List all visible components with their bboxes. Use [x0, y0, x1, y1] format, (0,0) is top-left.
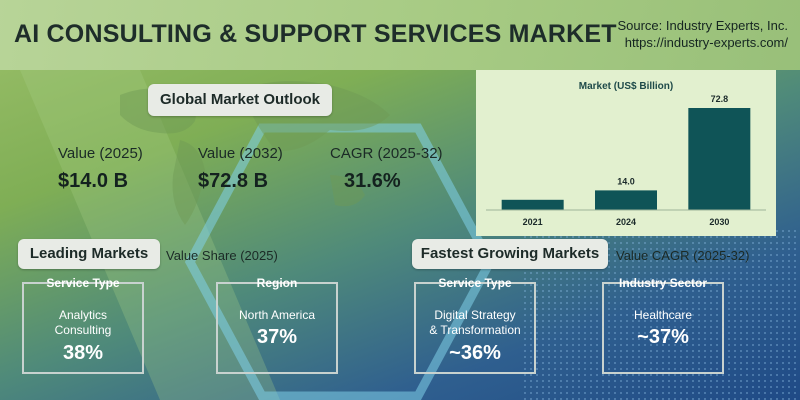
- kpi-value-2025: $14.0 B: [58, 170, 129, 192]
- card-fastest-service-type: Service Type Digital Strategy & Transfor…: [414, 276, 536, 374]
- card-head: Service Type: [46, 276, 120, 290]
- card-head: Region: [256, 276, 298, 290]
- card-fastest-industry-sector: Industry Sector Healthcare ~37%: [602, 276, 724, 374]
- hexagon-outline: [184, 123, 496, 400]
- x-tick-label: 2024: [616, 217, 636, 227]
- source-line: Source: Industry Experts, Inc.: [617, 18, 788, 33]
- x-tick-label: 2030: [709, 217, 729, 227]
- source-note: Source: Industry Experts, Inc. https://i…: [617, 17, 788, 51]
- card-value: ~36%: [449, 342, 501, 364]
- market-chart-panel: Market (US$ Billion) 2021 2024 14.0 2030 72.…: [476, 70, 776, 236]
- card-line: North America: [238, 308, 316, 322]
- kpi-value-cagr: 31.6%: [344, 170, 401, 192]
- card-line: Analytics: [58, 308, 108, 322]
- fastest-markets-heading: Fastest Growing Markets: [412, 239, 608, 269]
- fastest-markets-subheading: Value CAGR (2025-32): [616, 248, 750, 263]
- kpi-label-value-2032: Value (2032): [198, 145, 283, 162]
- card-value: ~37%: [637, 326, 689, 348]
- card-line: Healthcare: [633, 308, 693, 322]
- chart-title: Market (US$ Billion): [578, 81, 674, 92]
- kpi-label-value-2025: Value (2025): [58, 145, 143, 162]
- card-value: 37%: [256, 326, 298, 348]
- page-title: AI CONSULTING & SUPPORT SERVICES MARKET: [14, 20, 617, 48]
- leading-markets-subheading: Value Share (2025): [166, 248, 278, 263]
- bar-2030: [688, 108, 751, 210]
- card-leading-service-type: Service Type Analytics Consulting 38%: [22, 276, 144, 374]
- card-value: 38%: [62, 342, 104, 364]
- data-label: 72.8: [711, 94, 729, 104]
- bar-2021: [501, 199, 564, 210]
- kpi-label-cagr: CAGR (2025-32): [330, 145, 443, 162]
- kpi-value-2032: $72.8 B: [198, 170, 269, 192]
- card-head: Service Type: [438, 276, 512, 290]
- outlook-heading: Global Market Outlook: [148, 84, 332, 116]
- card-line: Digital Strategy: [434, 308, 516, 322]
- bar-2024: [595, 190, 657, 210]
- data-label: 14.0: [617, 176, 635, 186]
- x-tick-label: 2021: [523, 217, 543, 227]
- source-url: https://industry-experts.com/: [624, 35, 788, 50]
- leading-markets-heading: Leading Markets: [18, 239, 160, 269]
- card-line: Consulting: [54, 323, 112, 337]
- card-leading-region: Region North America 37%: [216, 276, 338, 374]
- card-line: & Transformation: [429, 323, 521, 337]
- bar-chart: 2021 2024 14.0 2030 72.8: [486, 94, 766, 227]
- header-band: [0, 0, 800, 70]
- card-head: Industry Sector: [618, 276, 708, 290]
